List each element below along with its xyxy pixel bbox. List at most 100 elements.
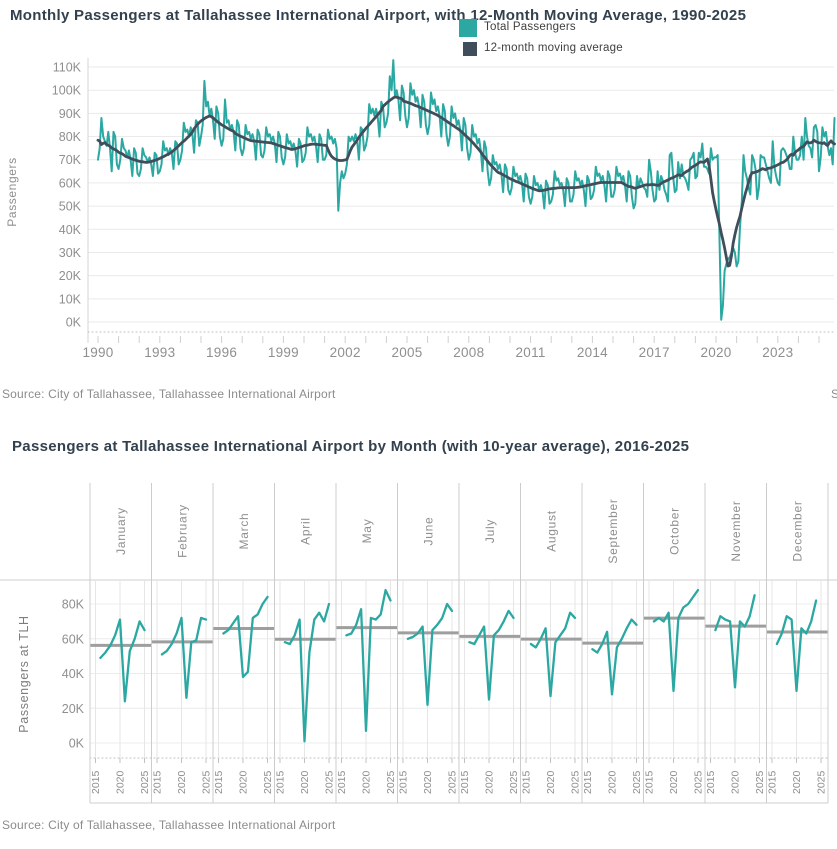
panel-line-may	[345, 588, 392, 732]
monthly-trend-section: Monthly Passengers at Tallahassee Intern…	[0, 0, 837, 410]
y-tick-label: 30K	[59, 246, 82, 260]
year-tick-label: 2025	[447, 770, 459, 794]
panel-line-july	[468, 609, 515, 701]
year-tick-label: 2020	[422, 770, 434, 794]
y-tick-label: 50K	[59, 200, 82, 214]
year-tick-label: 2020	[176, 770, 188, 794]
year-tick-label: 2020	[238, 770, 250, 794]
x-tick-label: 2002	[330, 345, 361, 360]
year-tick-label: 2025	[262, 770, 274, 794]
year-tick-label: 2025	[324, 770, 336, 794]
year-tick-label: 2015	[213, 770, 225, 794]
x-tick-label: 2008	[453, 345, 484, 360]
total-passengers-line	[97, 59, 836, 321]
y-tick-label: 100K	[52, 84, 82, 98]
legend-label-total-passengers: Total Passengers	[484, 21, 576, 33]
monthly-panels-chart: 0K 20K 40K 60K 80K Passengers at TLH January 20…	[0, 483, 837, 804]
year-tick-label: 2015	[275, 770, 287, 794]
y-tick-label: 110K	[53, 61, 82, 75]
panel-line-october	[652, 588, 700, 693]
panel-line-march	[222, 595, 269, 679]
month-label-april: April	[298, 517, 312, 545]
y-tick-label: 80K	[62, 598, 85, 612]
year-tick-label: 2015	[336, 770, 348, 794]
y-tick-label: 60K	[62, 632, 85, 646]
year-tick-label: 2025	[385, 770, 397, 794]
year-tick-label: 2025	[508, 770, 520, 794]
month-label-november: November	[729, 500, 743, 561]
monthly-trend-chart: 0K 10K 20K 30K 40K 50K 60K 70K 80K 90K 100K 110K 199…	[5, 58, 836, 360]
panel-line-april	[283, 602, 331, 743]
x-tick-label: 2017	[639, 345, 670, 360]
year-tick-label: 2020	[791, 770, 803, 794]
year-tick-label: 2025	[754, 770, 766, 794]
x-tick-label: 2020	[700, 345, 731, 360]
year-tick-label: 2020	[607, 770, 619, 794]
x-tick-label: 1990	[82, 345, 113, 360]
legend-swatch-moving-average	[463, 42, 477, 56]
year-tick-label: 2020	[299, 770, 311, 794]
year-tick-label: 2015	[767, 770, 779, 794]
year-tick-label: 2025	[631, 770, 643, 794]
panel-line-august	[529, 611, 577, 698]
panel-line-february	[160, 616, 208, 699]
chart2-title: Passengers at Tallahassee International …	[12, 438, 690, 455]
chart2-source: Source: City of Tallahassee, Tallahassee…	[2, 818, 336, 832]
month-label-march: March	[237, 513, 251, 550]
month-label-february: February	[175, 504, 189, 558]
x-tick-label: 2005	[391, 345, 422, 360]
month-label-august: August	[544, 510, 558, 552]
y-tick-label: 80K	[59, 130, 82, 144]
month-label-october: October	[667, 507, 681, 555]
x-tick-label: 2011	[516, 345, 546, 360]
legend-item-moving-average: 12-month moving average	[463, 42, 623, 56]
year-tick-label: 2025	[139, 770, 151, 794]
year-tick-label: 2015	[152, 770, 164, 794]
chart1-source: Source: City of Tallahassee, Tallahassee…	[2, 387, 336, 401]
panel-line-december	[775, 599, 818, 693]
y-tick-label: 70K	[59, 153, 82, 167]
year-tick-label: 2015	[582, 770, 594, 794]
moving-average-line	[96, 95, 836, 268]
monthly-panels-section: Passengers at Tallahassee International …	[0, 430, 837, 849]
x-tick-label: 1999	[268, 345, 299, 360]
year-tick-label: 2025	[201, 770, 213, 794]
year-tick-label: 2020	[545, 770, 557, 794]
y-tick-label: 40K	[59, 223, 82, 237]
x-tick-label: 2023	[762, 345, 793, 360]
month-label-december: December	[790, 500, 804, 561]
year-tick-label: 2015	[705, 770, 717, 794]
year-tick-label: 2025	[816, 770, 828, 794]
y-axis-title: Passengers	[5, 157, 19, 226]
y-tick-label: 40K	[62, 667, 85, 681]
year-tick-label: 2025	[570, 770, 582, 794]
x-tick-label: 2014	[577, 345, 608, 360]
y-tick-label: 0K	[69, 737, 85, 751]
year-tick-label: 2015	[398, 770, 410, 794]
panel-line-january	[99, 618, 146, 703]
legend-item-total-passengers: Total Passengers	[459, 19, 576, 37]
year-tick-label: 2020	[668, 770, 680, 794]
month-label-july: July	[483, 519, 497, 543]
year-tick-label: 2025	[693, 770, 705, 794]
year-tick-label: 2015	[644, 770, 656, 794]
month-label-june: June	[421, 517, 435, 546]
legend-label-moving-average: 12-month moving average	[484, 42, 623, 54]
y-tick-label: 60K	[59, 176, 82, 190]
clipped-right-text: S	[831, 387, 837, 401]
x-tick-label: 1996	[206, 345, 237, 360]
x-tick-label: 1993	[144, 345, 175, 360]
year-tick-label: 2020	[730, 770, 742, 794]
panel-line-september	[591, 618, 638, 696]
panel-line-june	[406, 602, 454, 706]
y-axis-title: Passengers at TLH	[17, 615, 31, 732]
year-tick-label: 2015	[521, 770, 533, 794]
year-tick-label: 2020	[484, 770, 496, 794]
year-tick-label: 2015	[90, 770, 102, 794]
panel-line-november	[714, 594, 756, 689]
y-tick-label: 20K	[62, 702, 85, 716]
legend-swatch-total-passengers	[459, 19, 477, 37]
month-label-january: January	[114, 507, 128, 555]
y-tick-label: 90K	[59, 107, 82, 121]
